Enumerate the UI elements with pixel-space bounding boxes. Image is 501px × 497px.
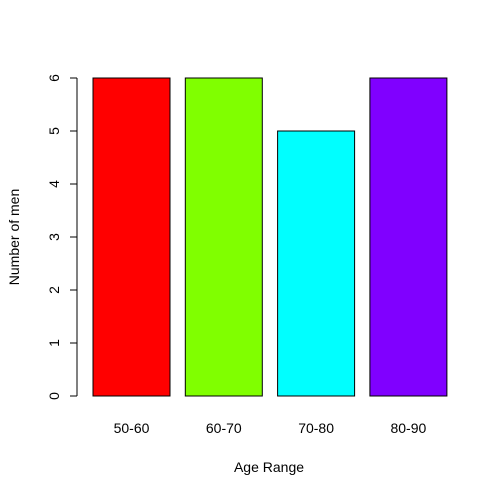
y-tick-label: 0 [46, 392, 62, 400]
y-tick-label: 6 [46, 74, 62, 82]
x-tick-label: 60-70 [206, 420, 242, 436]
x-tick-label: 70-80 [298, 420, 334, 436]
y-tick-label: 5 [46, 127, 62, 135]
y-axis: 0 1 2 3 4 5 6 [46, 74, 78, 400]
x-tick-label: 50-60 [114, 420, 150, 436]
bar-70-80 [277, 130, 356, 397]
y-tick-label: 1 [46, 339, 62, 347]
bar-60-70 [184, 77, 263, 397]
bar-80-90 [369, 77, 448, 397]
bars-group [92, 77, 448, 397]
y-tick-label: 3 [46, 233, 62, 241]
y-tick-label: 4 [46, 180, 62, 188]
x-tick-label: 80-90 [390, 420, 426, 436]
y-axis-title: Number of men [6, 189, 22, 285]
bar-50-60 [92, 77, 171, 397]
y-tick-label: 2 [46, 286, 62, 294]
x-axis-labels: 50-60 60-70 70-80 80-90 [114, 420, 427, 436]
x-axis-title: Age Range [234, 459, 304, 475]
